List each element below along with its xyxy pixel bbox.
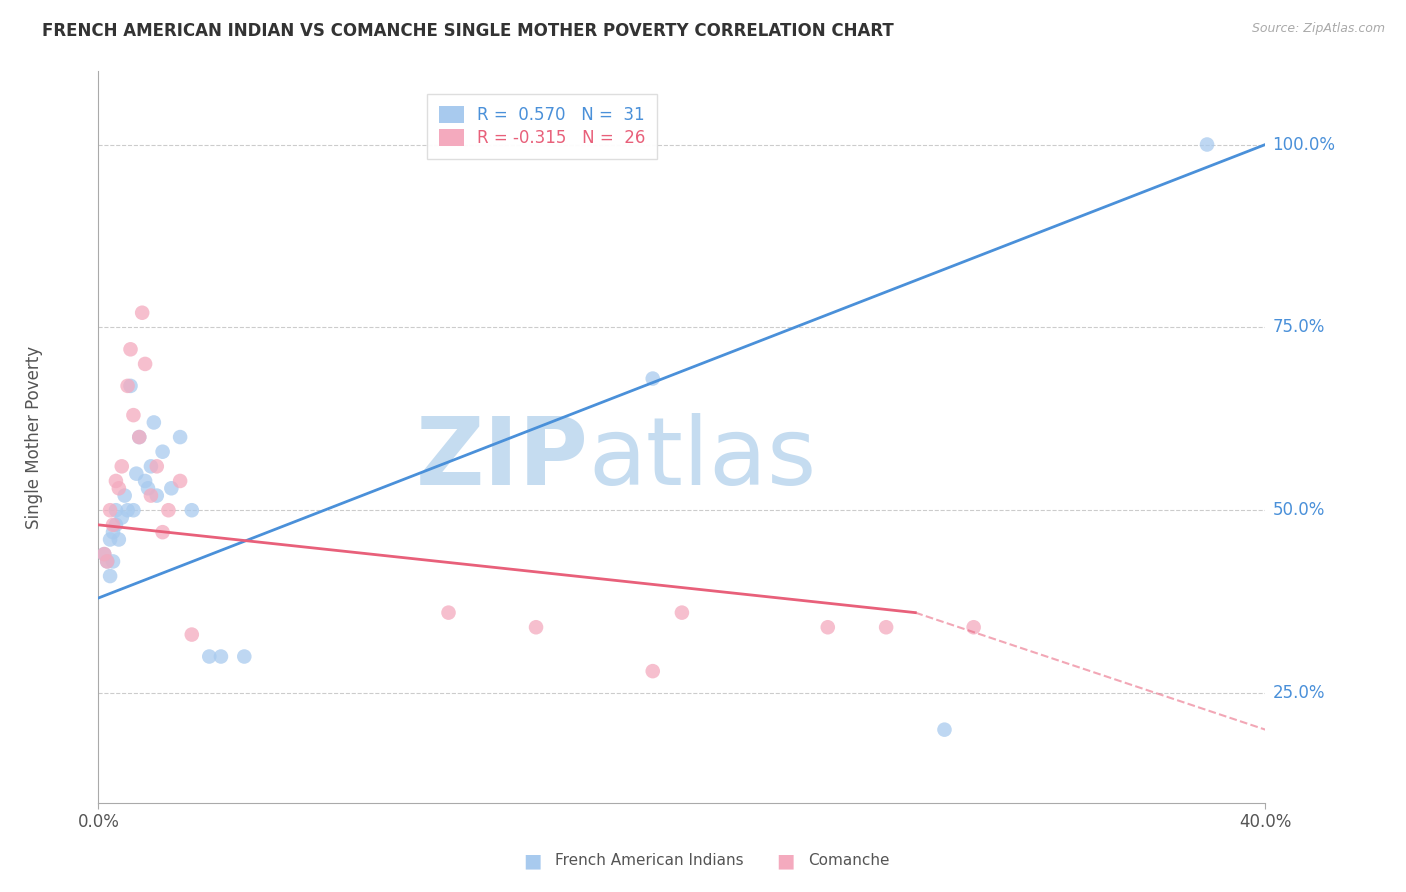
Point: [104, 474, 127, 488]
Point: [93, 547, 115, 561]
Point: [117, 503, 139, 517]
Point: [233, 649, 256, 664]
Point: [131, 306, 153, 320]
Point: [641, 371, 664, 385]
Point: [875, 620, 897, 634]
Point: [180, 503, 202, 517]
Point: [152, 525, 174, 540]
Point: [134, 474, 156, 488]
Point: [146, 489, 169, 503]
Point: [128, 430, 150, 444]
Point: [120, 379, 142, 393]
Text: 50.0%: 50.0%: [1272, 501, 1324, 519]
Point: [98, 503, 121, 517]
Text: 100.0%: 100.0%: [1272, 136, 1336, 153]
Text: French American Indians: French American Indians: [555, 854, 744, 868]
Point: [125, 467, 148, 481]
Text: ZIP: ZIP: [416, 413, 589, 505]
Point: [128, 430, 150, 444]
Point: [122, 503, 145, 517]
Point: [120, 343, 142, 357]
Point: [111, 459, 134, 474]
Point: [198, 649, 221, 664]
Point: [1195, 137, 1218, 152]
Point: [139, 489, 162, 503]
Point: [142, 416, 165, 430]
Text: 75.0%: 75.0%: [1272, 318, 1324, 336]
Point: [160, 481, 183, 495]
Point: [962, 620, 984, 634]
Point: [641, 664, 664, 678]
Point: [111, 510, 134, 524]
Text: ■: ■: [776, 851, 794, 871]
Point: [169, 430, 191, 444]
Point: [108, 481, 131, 495]
Point: [101, 525, 124, 540]
Point: [98, 533, 121, 547]
Point: [157, 503, 180, 517]
Point: [108, 533, 131, 547]
Point: [934, 723, 956, 737]
Point: [98, 569, 121, 583]
Point: [114, 489, 136, 503]
Legend: R =  0.570   N =  31, R = -0.315   N =  26: R = 0.570 N = 31, R = -0.315 N = 26: [427, 95, 657, 159]
Point: [169, 474, 191, 488]
Point: [671, 606, 693, 620]
Point: [104, 517, 127, 532]
Point: [180, 627, 202, 641]
Point: [117, 379, 139, 393]
Point: [101, 517, 124, 532]
Text: Single Mother Poverty: Single Mother Poverty: [25, 345, 44, 529]
Point: [817, 620, 839, 634]
Point: [209, 649, 232, 664]
Text: atlas: atlas: [589, 413, 817, 505]
Point: [96, 554, 118, 568]
Point: [524, 620, 547, 634]
Point: [146, 459, 169, 474]
Point: [134, 357, 156, 371]
Text: 25.0%: 25.0%: [1272, 684, 1324, 702]
Text: FRENCH AMERICAN INDIAN VS COMANCHE SINGLE MOTHER POVERTY CORRELATION CHART: FRENCH AMERICAN INDIAN VS COMANCHE SINGL…: [42, 22, 894, 40]
Point: [437, 606, 460, 620]
Point: [96, 554, 118, 568]
Point: [104, 503, 127, 517]
Text: ■: ■: [523, 851, 541, 871]
Point: [122, 408, 145, 422]
Text: Source: ZipAtlas.com: Source: ZipAtlas.com: [1251, 22, 1385, 36]
Point: [152, 444, 174, 458]
Point: [93, 547, 115, 561]
Point: [139, 459, 162, 474]
Point: [101, 554, 124, 568]
Point: [136, 481, 159, 495]
Text: Comanche: Comanche: [808, 854, 890, 868]
